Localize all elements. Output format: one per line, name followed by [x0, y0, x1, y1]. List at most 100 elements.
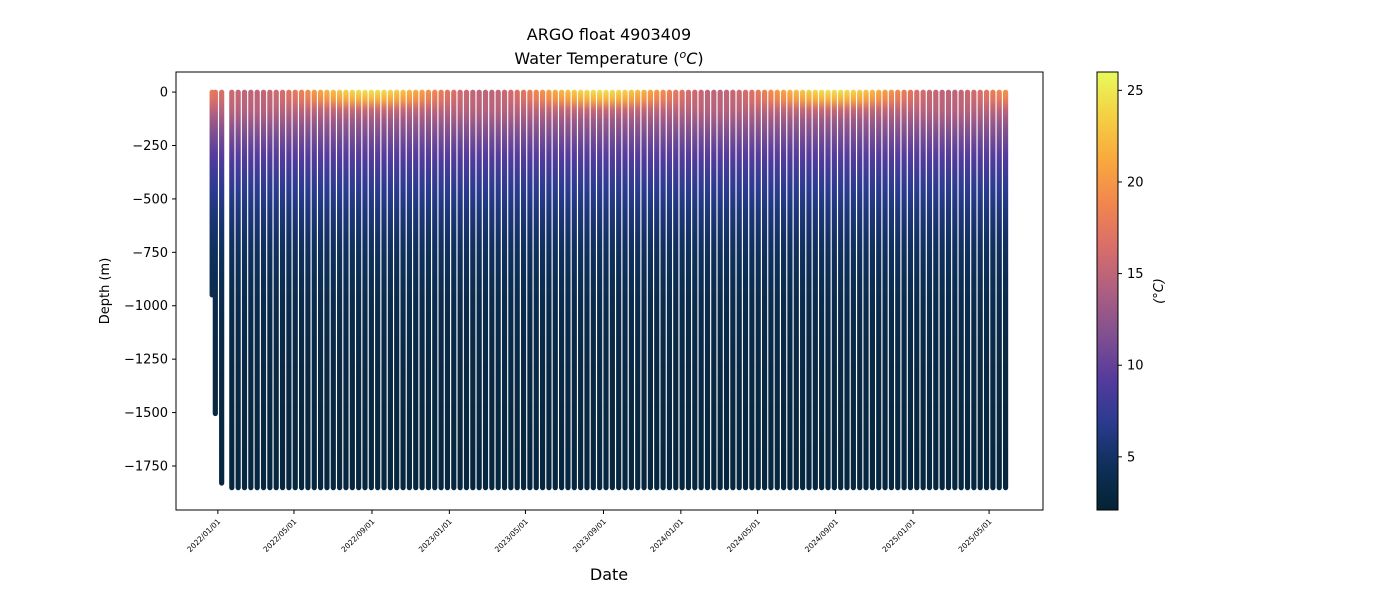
plot-frame: [175, 71, 1044, 511]
profile-column: [723, 89, 730, 491]
y-tick-label: 0: [160, 86, 168, 101]
profile-column: [495, 89, 501, 491]
profile-column: [977, 89, 983, 491]
profile-column: [219, 89, 225, 486]
profile-column: [717, 89, 723, 491]
x-tick-label: 2022/05/01: [261, 517, 298, 554]
profile-column: [362, 89, 368, 491]
profile-column: [641, 89, 647, 491]
profile-column: [349, 89, 355, 491]
x-tick-label: 2025/05/01: [957, 517, 994, 554]
profile-column: [971, 89, 977, 491]
profile-column: [730, 89, 736, 491]
profile-column: [343, 89, 349, 491]
colorbar: [1096, 71, 1119, 511]
profile-column: [869, 89, 875, 491]
profile-column: [235, 89, 241, 491]
profile-column: [945, 89, 952, 491]
profile-column: [901, 89, 907, 491]
y-tick-label: −250: [132, 139, 168, 154]
profile-column: [647, 89, 654, 491]
profile-column: [546, 89, 552, 491]
profile-column: [825, 89, 831, 491]
profile-columns: [209, 89, 1009, 491]
profile-column: [463, 89, 470, 491]
profile-column: [603, 89, 609, 491]
profile-column: [273, 89, 279, 491]
profile-column: [787, 89, 793, 491]
profile-column: [508, 89, 514, 491]
profile-column: [850, 89, 856, 491]
profile-column: [375, 89, 381, 491]
profile-column: [939, 89, 945, 491]
profile-column: [539, 89, 546, 491]
profile-column: [212, 89, 218, 417]
profile-column: [812, 89, 818, 491]
x-tick-label: 2024/01/01: [648, 517, 685, 554]
x-tick-label: 2023/01/01: [417, 517, 454, 554]
profile-column: [806, 89, 812, 491]
profile-column: [774, 89, 780, 491]
profile-column: [793, 89, 799, 491]
profile-column: [413, 89, 419, 491]
profile-column: [248, 89, 254, 491]
profile-column: [914, 89, 920, 491]
y-tick-label: −750: [132, 246, 168, 261]
y-tick-label: −1750: [124, 459, 168, 474]
profile-column: [616, 89, 622, 491]
x-tick-label: 2024/05/01: [725, 517, 762, 554]
profile-column: [780, 89, 787, 491]
x-tick-label: 2023/05/01: [493, 517, 530, 554]
profile-column: [876, 89, 882, 491]
profile-column: [926, 89, 933, 491]
profile-column: [330, 89, 336, 491]
profile-column: [229, 89, 235, 491]
profile-column: [761, 89, 768, 491]
profile-column: [622, 89, 628, 491]
x-axis-label: Date: [590, 565, 628, 584]
profile-column: [704, 89, 711, 491]
profile-column: [241, 89, 248, 491]
profile-column: [685, 89, 692, 491]
colorbar-tick-label: 15: [1127, 267, 1144, 282]
x-tick-label: 2022/01/01: [185, 517, 222, 554]
profile-column: [533, 89, 539, 491]
y-axis: 0 −250 −500 −750 −1000 −1250 −1500 −1750: [124, 86, 176, 474]
profile-column: [387, 89, 393, 491]
profile-column: [552, 89, 558, 491]
colorbar-tick-label: 10: [1127, 359, 1144, 374]
profile-column: [425, 89, 432, 491]
x-tick-label: 2024/09/01: [803, 517, 840, 554]
x-tick-label: 2023/09/01: [571, 517, 608, 554]
profile-column: [990, 89, 996, 491]
profile-column: [470, 89, 476, 491]
profile-column: [571, 89, 577, 491]
profile-column: [559, 89, 565, 491]
profile-column: [356, 89, 362, 491]
colorbar-tick-label: 5: [1127, 450, 1135, 465]
profile-column: [654, 89, 660, 491]
profile-column: [888, 89, 895, 491]
profile-column: [1002, 89, 1009, 491]
y-axis-label: Depth (m): [98, 258, 113, 325]
profile-column: [838, 89, 844, 491]
profile-column: [527, 89, 533, 491]
colorbar-label: (°C): [1152, 278, 1167, 304]
profile-column: [565, 89, 571, 491]
profile-column: [286, 89, 292, 491]
profile-column: [489, 89, 495, 491]
profile-column: [298, 89, 305, 491]
colorbar-tick-label: 20: [1127, 175, 1144, 190]
profile-column: [964, 89, 971, 491]
profile-column: [996, 89, 1002, 491]
profile-column: [692, 89, 698, 491]
profile-column: [755, 89, 761, 491]
profile-column: [819, 89, 825, 491]
profile-column: [305, 89, 311, 491]
profile-column: [673, 89, 679, 491]
profile-column: [907, 89, 914, 491]
profile-column: [958, 89, 964, 491]
chart-subtitle: Water Temperature (oC): [514, 48, 703, 68]
profile-column: [254, 89, 260, 491]
